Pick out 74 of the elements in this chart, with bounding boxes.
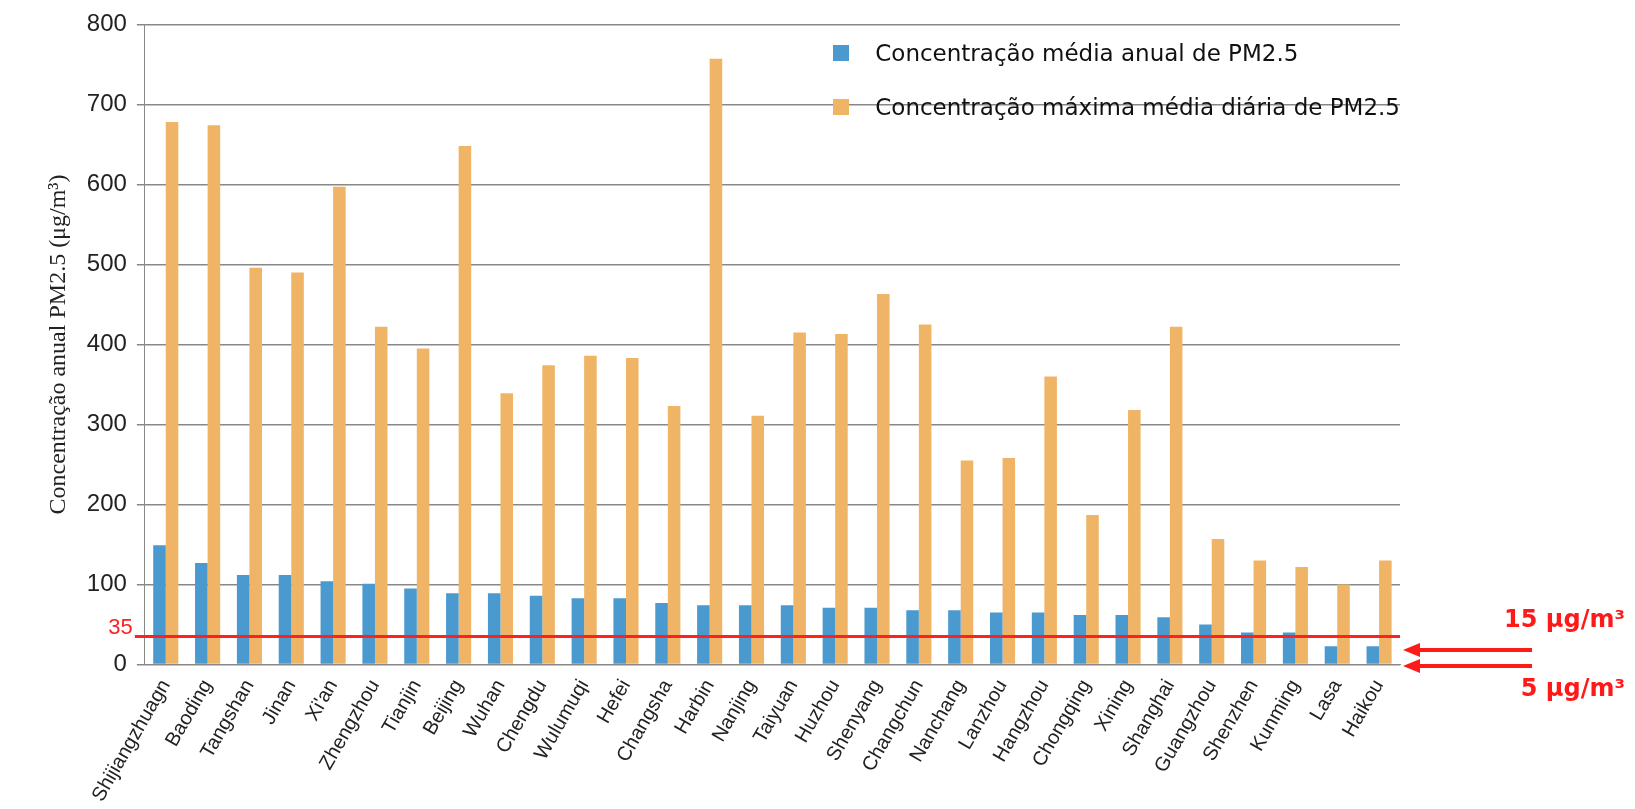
ref-line-label: 35 xyxy=(108,613,133,639)
bar xyxy=(1324,646,1338,664)
legend-label: Concentração máxima média diária de PM2.5 xyxy=(875,94,1400,121)
bar xyxy=(153,545,166,664)
bar xyxy=(1379,560,1392,664)
y-tick-label: 200 xyxy=(86,489,127,517)
bar xyxy=(1157,617,1170,664)
text: 15 μg/m³ xyxy=(1504,604,1625,633)
bar xyxy=(667,406,681,664)
bar xyxy=(625,358,639,664)
bar xyxy=(864,607,878,664)
bar xyxy=(1128,410,1141,664)
bar xyxy=(1073,614,1087,664)
bar xyxy=(1366,646,1380,664)
bar xyxy=(655,602,668,664)
bar xyxy=(207,125,221,664)
bar xyxy=(1044,376,1057,664)
y-tick-label: 500 xyxy=(86,249,127,277)
y-axis-title: Concentração anual PM2.5 (μg/m³) xyxy=(43,174,70,515)
bar xyxy=(960,460,974,664)
bar xyxy=(948,610,961,664)
bar xyxy=(1002,458,1016,664)
bar xyxy=(822,607,836,664)
bar xyxy=(780,605,794,664)
bar xyxy=(500,393,514,664)
bar xyxy=(487,593,501,664)
bar xyxy=(584,355,597,664)
y-tick-label: 600 xyxy=(86,169,127,197)
bar xyxy=(1337,584,1350,664)
text: 5 μg/m³ xyxy=(1520,673,1625,702)
y-tick-label: 700 xyxy=(86,89,127,117)
bar xyxy=(1199,624,1212,664)
y-tick-label: 0 xyxy=(113,649,127,677)
bar xyxy=(165,122,179,664)
y-tick-label: 100 xyxy=(86,569,127,597)
bar xyxy=(1115,614,1129,664)
bar xyxy=(374,326,388,664)
bar xyxy=(709,58,723,664)
bar xyxy=(278,574,292,664)
bar xyxy=(1253,560,1267,664)
bar xyxy=(362,583,375,664)
bar xyxy=(738,605,752,664)
bar xyxy=(1031,612,1045,664)
bar xyxy=(1169,326,1183,664)
bar xyxy=(529,595,543,664)
bar xyxy=(458,146,472,664)
bar xyxy=(236,574,250,664)
bar xyxy=(1295,566,1308,664)
bar xyxy=(751,415,765,664)
y-tick-label: 800 xyxy=(86,9,127,37)
bar xyxy=(877,294,890,664)
y-tick-label: 300 xyxy=(86,409,127,437)
bar xyxy=(1086,514,1099,664)
bar xyxy=(1241,632,1254,664)
bar xyxy=(835,334,848,664)
bar xyxy=(697,605,710,664)
bar xyxy=(446,593,459,664)
bar xyxy=(542,365,555,664)
bar xyxy=(793,332,806,664)
bar xyxy=(416,348,430,664)
bar xyxy=(918,324,932,664)
bar xyxy=(291,272,304,664)
legend-label: Concentração média anual de PM2.5 xyxy=(875,40,1299,67)
bar xyxy=(195,562,208,664)
bar xyxy=(613,598,626,664)
bar xyxy=(571,598,585,664)
bar xyxy=(989,612,1003,664)
y-tick-label: 400 xyxy=(86,329,127,357)
bar xyxy=(320,581,334,664)
bar xyxy=(1211,538,1225,664)
bar xyxy=(404,588,417,664)
bar xyxy=(333,186,346,664)
bar xyxy=(906,610,919,664)
bar xyxy=(249,267,262,664)
